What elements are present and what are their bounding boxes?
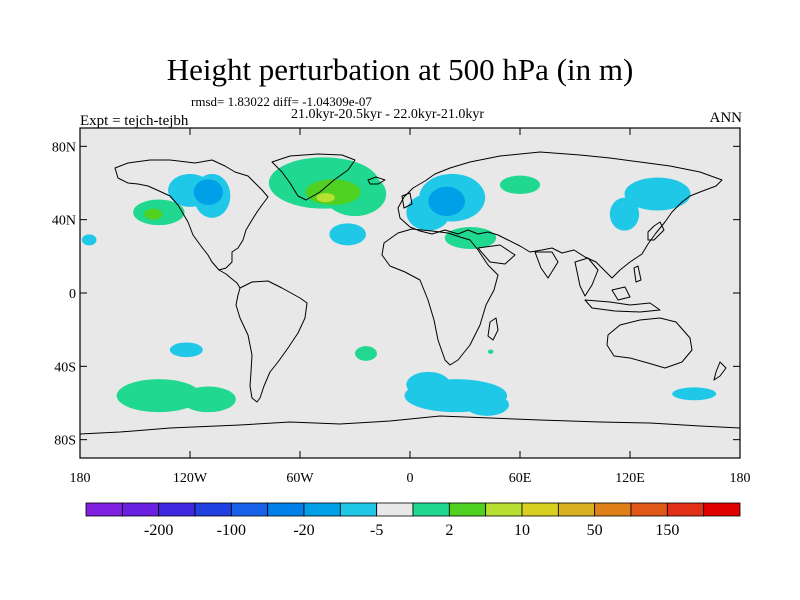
colorbar-swatch — [303, 502, 341, 517]
y-tick-label: 80N — [52, 140, 76, 155]
coast-philippines — [633, 265, 642, 283]
coast-uk — [401, 192, 413, 209]
coast-antarctica — [80, 415, 740, 435]
colorbar-label: 150 — [655, 522, 679, 539]
negative-anomaly-region — [193, 179, 223, 206]
positive-anomaly-region — [305, 179, 361, 206]
coast-south-america — [235, 280, 308, 403]
colorbar-label: 2 — [445, 522, 453, 539]
experiment-label: Expt = tejch-tejbh — [80, 113, 189, 129]
period-label: 21.0kyr-20.5kyr - 22.0kyr-21.0kyr — [291, 107, 485, 122]
colorbar-label: -20 — [293, 522, 314, 539]
coast-madagascar — [487, 317, 499, 341]
x-tick-label: 120W — [173, 471, 208, 486]
colorbar-swatch — [557, 502, 596, 517]
colorbar-swatch — [666, 502, 705, 517]
coast-new-zealand — [713, 361, 727, 381]
season-label: ANN — [709, 110, 743, 126]
colorbar-swatch — [121, 502, 160, 517]
x-tick-label: 180 — [730, 471, 751, 486]
colorbar-swatch — [630, 502, 668, 517]
positive-anomaly-region — [180, 386, 236, 413]
x-tick-label: 180 — [70, 471, 91, 486]
negative-anomaly-region — [609, 197, 640, 231]
x-tick-label: 60W — [286, 471, 314, 486]
colorbar-swatch — [521, 502, 559, 517]
colorbar-label: 10 — [514, 522, 530, 539]
positive-anomaly-region — [444, 227, 497, 249]
coast-greenland — [271, 153, 356, 201]
colorbar-swatch — [339, 502, 378, 517]
y-tick-label: 0 — [69, 287, 76, 302]
colorbar-swatch — [448, 502, 487, 517]
coast-borneo — [611, 286, 631, 301]
coast-arabia — [477, 244, 516, 265]
coast-africa — [381, 228, 499, 366]
colorbar-swatch — [230, 502, 269, 517]
x-tick-label: 120E — [615, 471, 645, 486]
page-title: Height perturbation at 500 hPa (in m) — [166, 52, 634, 87]
coast-japan — [647, 221, 665, 241]
negative-anomaly-region — [81, 234, 97, 246]
coast-eurasia — [397, 151, 723, 279]
coastlines — [80, 151, 740, 435]
colorbar-swatch — [267, 502, 305, 517]
colorbar-swatch — [85, 502, 123, 517]
colorbar-label: -100 — [217, 522, 246, 539]
map-panel: 180 120W 60W 0 60E 120E 180 80N 40N 0 40S 80S — [52, 127, 751, 486]
positive-anomaly-region — [144, 208, 163, 220]
colorbar-label: -5 — [370, 522, 383, 539]
rmsd-diff-stats: rmsd= 1.83022 diff= -1.04309e-07 — [191, 94, 372, 109]
colorbar-swatch — [376, 502, 414, 517]
y-tick-label: 40N — [52, 214, 76, 229]
positive-anomaly-region — [499, 175, 541, 194]
x-tick-label: 0 — [407, 471, 414, 486]
colorbar-swatch — [412, 502, 450, 517]
coast-central-america — [218, 269, 241, 289]
negative-anomaly-region — [169, 342, 203, 358]
coast-australia — [606, 317, 693, 369]
coast-india — [534, 251, 559, 279]
positive-anomaly-region — [487, 349, 494, 354]
negative-anomaly-region — [672, 387, 717, 401]
anomaly-contours — [81, 157, 717, 416]
negative-anomaly-region — [428, 186, 465, 216]
colorbar-swatch — [158, 502, 196, 517]
coast-iceland — [367, 176, 386, 185]
negative-anomaly-region — [329, 223, 366, 246]
positive-anomaly-region — [316, 193, 335, 203]
colorbar-swatch — [703, 502, 741, 517]
coast-southeast-asia — [574, 257, 599, 297]
x-tick-label: 60E — [509, 471, 532, 486]
negative-anomaly-region — [406, 371, 451, 398]
coast-north-america — [114, 159, 269, 271]
y-tick-label: 40S — [54, 360, 76, 375]
colorbar-swatch — [594, 502, 632, 517]
colorbar-label: -200 — [144, 522, 173, 539]
positive-anomaly-region — [116, 379, 201, 413]
positive-anomaly-region — [355, 346, 377, 361]
colorbar-label: 50 — [587, 522, 603, 539]
colorbar-swatch — [194, 502, 232, 517]
map-axes: 180 120W 60W 0 60E 120E 180 80N 40N 0 40S 80S — [52, 128, 751, 486]
negative-anomaly-region — [624, 177, 691, 211]
colorbar: -200 -100 -20 -5 2 10 50 150 — [85, 502, 741, 539]
y-tick-label: 80S — [54, 434, 76, 449]
colorbar-swatch — [485, 502, 523, 517]
negative-anomaly-region — [465, 393, 509, 416]
coast-indonesia — [584, 299, 661, 313]
